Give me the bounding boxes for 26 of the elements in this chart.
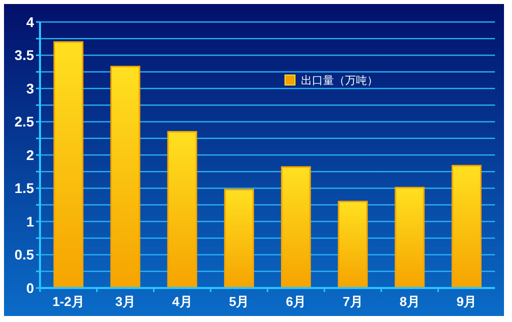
x-tick-label: 1-2月 <box>52 294 84 309</box>
bar <box>110 66 140 289</box>
x-tick-label: 8月 <box>400 294 420 309</box>
x-tick-label: 7月 <box>342 294 363 309</box>
y-tick-label: 1 <box>26 213 34 230</box>
y-tick-label: 2 <box>26 146 34 163</box>
x-tick-label: 5月 <box>228 294 250 309</box>
y-tick-label: 3.5 <box>14 47 34 64</box>
bar <box>167 130 198 289</box>
y-tick-label: 1.5 <box>14 180 34 196</box>
y-tick-label: 4 <box>26 14 34 30</box>
legend-label: 出口量（万吨） <box>301 74 378 87</box>
x-tick-label: 6月 <box>286 294 306 309</box>
bar <box>452 164 482 289</box>
bar <box>280 166 311 289</box>
bar <box>224 188 254 289</box>
x-tick-label: 9月 <box>456 294 477 309</box>
x-tick-label: 3月 <box>115 294 136 309</box>
bar <box>338 200 368 289</box>
x-tick-label: 4月 <box>172 294 192 309</box>
y-tick-label: 0 <box>26 280 34 296</box>
y-tick-label: 3 <box>26 80 34 96</box>
bar <box>394 186 425 289</box>
y-tick-label: 0.5 <box>14 246 34 263</box>
y-tick-label: 2.5 <box>14 114 34 130</box>
bar <box>53 41 84 289</box>
